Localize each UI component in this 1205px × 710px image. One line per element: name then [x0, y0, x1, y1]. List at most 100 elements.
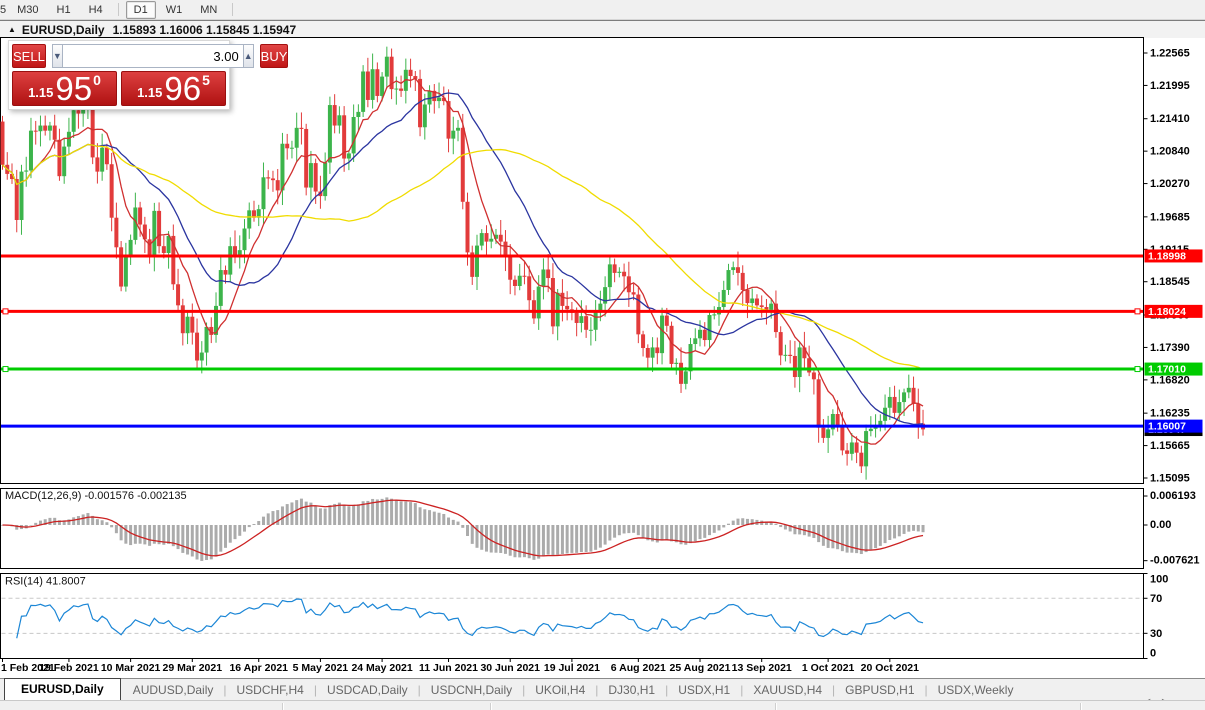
sell-button[interactable]: SELL [12, 44, 46, 68]
macd-header: MACD(12,26,9) -0.001576 -0.002135 [5, 490, 187, 502]
line-handle[interactable] [2, 366, 9, 373]
candle [204, 322, 209, 366]
candle [792, 340, 797, 388]
x-axis-date: 16 Apr 2021 [229, 662, 288, 674]
timeframe-button-m30[interactable]: M30 [17, 3, 39, 16]
tab-ukoil-h4[interactable]: UKOil,H4 [535, 683, 586, 697]
candle [826, 415, 831, 453]
price-label-1.16007: 1.16007 [1144, 419, 1203, 433]
tab-xauusd-h4[interactable]: XAUUSD,H4 [753, 683, 823, 697]
status-bar [0, 700, 1205, 710]
candle [365, 57, 370, 108]
candle [57, 128, 62, 181]
candle [14, 169, 19, 233]
timeframe-button-d1[interactable]: D1 [125, 0, 156, 19]
candle [650, 337, 655, 372]
buy-price-big: 96 [164, 70, 202, 107]
buy-button[interactable]: BUY [259, 44, 289, 68]
y-axis[interactable]: 1.22565 1.21995 1.21410 1.20840 1.20270 1.196… [1143, 48, 1200, 660]
candle [759, 295, 764, 318]
candle [479, 229, 484, 251]
svg-text:1.18024: 1.18024 [1148, 306, 1186, 318]
moving-average-8 [2, 77, 924, 445]
volume-increase-button[interactable]: ▲ [242, 44, 254, 68]
tab-separator: | [595, 683, 599, 697]
tab-separator: | [522, 683, 526, 697]
line-handle[interactable] [1134, 308, 1141, 315]
x-axis-date: 24 May 2021 [351, 662, 412, 674]
candle [579, 300, 584, 333]
timeframe-button-h4[interactable]: H4 [88, 3, 103, 16]
candle [451, 116, 456, 155]
sell-price-superscript: 0 [93, 72, 101, 88]
tab-usdx-h1[interactable]: USDX,H1 [678, 683, 731, 697]
candle [356, 104, 361, 131]
candle [560, 279, 565, 322]
tab-eurusd-daily[interactable]: EURUSD,Daily [4, 678, 121, 701]
line-handle[interactable] [1134, 366, 1141, 373]
candle [645, 344, 650, 368]
candle [100, 133, 105, 181]
candle [555, 289, 560, 341]
tab-usdchf-h4[interactable]: USDCHF,H4 [236, 683, 304, 697]
tab-separator: | [740, 683, 744, 697]
volume-decrease-button[interactable]: ▼ [51, 44, 63, 68]
candle [859, 445, 864, 473]
candle [541, 258, 546, 300]
candle [783, 344, 788, 362]
candle [418, 69, 423, 137]
macd-axis-tick: 0.00 [1150, 519, 1171, 531]
tab-separator: | [313, 683, 317, 697]
candle [622, 263, 627, 292]
buy-price-quote[interactable]: 1.15 96 5 [121, 71, 226, 106]
candle [166, 231, 171, 269]
candle [660, 307, 665, 365]
tab-usdx-weekly[interactable]: USDX,Weekly [937, 683, 1014, 697]
candle [228, 237, 233, 283]
candle [389, 48, 394, 100]
tab-audusd-daily[interactable]: AUDUSD,Daily [132, 683, 214, 697]
candle [517, 263, 522, 291]
y-axis-tick: 1.16235 [1150, 408, 1190, 420]
tab-gbpusd-h1[interactable]: GBPUSD,H1 [845, 683, 915, 697]
timeframe-button-partial[interactable]: 5 [0, 3, 7, 16]
timeframe-button-w1[interactable]: W1 [165, 3, 183, 16]
x-axis-date: 11 Jun 2021 [419, 662, 478, 674]
candle [698, 320, 703, 347]
candle [816, 373, 821, 443]
horizontal-line-1.17010[interactable] [1, 366, 1143, 373]
price-chart: 1.22565 1.21995 1.21410 1.20840 1.20270 1.196… [0, 37, 1203, 675]
rsi-axis-tick: 0 [1150, 648, 1156, 660]
candle [707, 310, 712, 348]
status-separator [1080, 703, 1082, 710]
y-axis-tick: 1.16820 [1150, 374, 1190, 386]
toolbar-separator [117, 3, 119, 16]
x-axis-date: 13 Sep 2021 [732, 662, 792, 674]
candle [95, 143, 100, 184]
x-axis-date: 30 Jun 2021 [480, 662, 540, 674]
timeframe-button-mn[interactable]: MN [200, 3, 218, 16]
sell-price-quote[interactable]: 1.15 95 0 [12, 71, 117, 106]
candle [280, 132, 285, 206]
tab-dj30-h1[interactable]: DJ30,H1 [608, 683, 656, 697]
candle [460, 113, 465, 210]
candle [128, 234, 133, 265]
tab-usdcad-daily[interactable]: USDCAD,Daily [326, 683, 408, 697]
sell-price-big: 95 [55, 70, 93, 107]
x-axis-date: 29 Mar 2021 [163, 662, 223, 674]
horizontal-line-1.18024[interactable] [1, 308, 1143, 315]
chart-ohlc-values: 1.15893 1.16006 1.15845 1.15947 [112, 22, 297, 37]
collapse-icon[interactable]: ▲ [8, 25, 16, 34]
tab-usdcnh-daily[interactable]: USDCNH,Daily [430, 683, 513, 697]
main-chart-panel [0, 37, 1144, 484]
timeframe-button-h1[interactable]: H1 [56, 3, 71, 16]
line-handle[interactable] [2, 308, 9, 315]
candle [655, 337, 660, 365]
candle [304, 123, 309, 196]
candle [399, 75, 404, 97]
volume-input[interactable] [62, 44, 243, 68]
candle [380, 72, 385, 102]
candle [702, 322, 707, 347]
